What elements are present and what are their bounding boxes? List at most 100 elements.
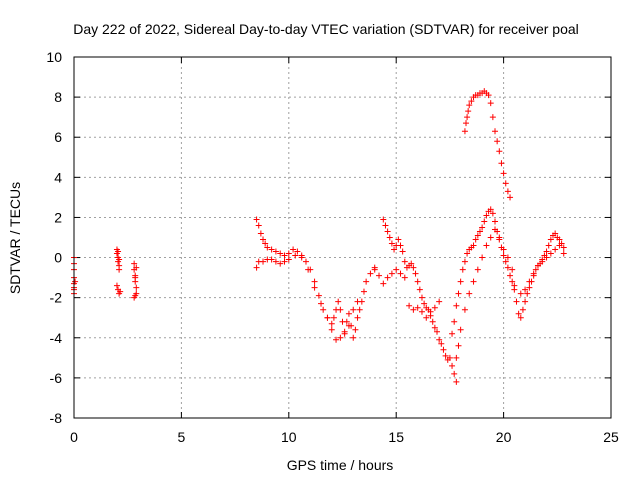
data-point: [485, 92, 492, 99]
data-point: [337, 306, 344, 313]
data-point: [468, 98, 475, 105]
data-point: [496, 234, 503, 241]
data-point: [434, 328, 441, 335]
data-point: [341, 330, 348, 337]
data-point: [354, 298, 361, 305]
data-point: [530, 270, 537, 277]
data-point: [489, 114, 496, 121]
data-point: [281, 258, 288, 265]
data-point: [414, 278, 421, 285]
data-point: [461, 258, 468, 265]
data-point: [292, 252, 299, 259]
data-point: [330, 314, 337, 321]
data-point: [324, 314, 331, 321]
data-point: [556, 236, 563, 243]
x-tick-label: 15: [388, 429, 404, 445]
data-point: [524, 290, 531, 297]
data-point: [539, 258, 546, 265]
data-point: [465, 108, 472, 115]
data-point: [455, 342, 462, 349]
data-point: [522, 298, 529, 305]
data-point: [328, 320, 335, 327]
data-point: [72, 278, 79, 285]
data-point: [277, 250, 284, 257]
y-tick-label: 2: [54, 209, 62, 225]
series-arc-upper-18.2-to-20.3h: [461, 88, 514, 201]
data-point: [414, 304, 421, 311]
data-point: [543, 254, 550, 261]
data-point: [517, 290, 524, 297]
y-axis-label: SDTVAR / TECUs: [7, 182, 23, 294]
data-point: [412, 270, 419, 277]
data-point: [470, 278, 477, 285]
data-point: [470, 242, 477, 249]
data-point: [290, 246, 297, 253]
data-point: [464, 250, 471, 257]
data-point: [320, 306, 327, 313]
data-point: [500, 170, 507, 177]
data-point: [479, 224, 486, 231]
data-point: [504, 254, 511, 261]
data-point: [116, 266, 123, 273]
data-point: [345, 310, 352, 317]
y-tick-label: -2: [50, 290, 63, 306]
data-point: [363, 278, 370, 285]
data-point: [302, 258, 309, 265]
data-point: [496, 148, 503, 155]
y-tick-label: 0: [54, 250, 62, 266]
x-tick-label: 5: [178, 429, 186, 445]
data-point: [113, 282, 120, 289]
data-point: [285, 250, 292, 257]
data-point: [408, 260, 415, 267]
data-point: [519, 306, 526, 313]
data-point: [367, 270, 374, 277]
data-point: [335, 298, 342, 305]
data-point: [401, 274, 408, 281]
data-point: [507, 194, 514, 201]
y-tick-label: 10: [46, 49, 62, 65]
data-point: [547, 236, 554, 243]
data-point: [416, 286, 423, 293]
data-point: [534, 262, 541, 269]
y-tick-label: 8: [54, 89, 62, 105]
data-point: [526, 278, 533, 285]
data-point: [545, 242, 552, 249]
data-point: [472, 236, 479, 243]
series-arc-8.5-lower: [253, 252, 361, 343]
data-point: [285, 256, 292, 263]
chart-title: Day 222 of 2022, Sidereal Day-to-day VTE…: [73, 21, 579, 37]
data-point: [487, 100, 494, 107]
x-tick-label: 0: [70, 429, 78, 445]
data-point: [268, 246, 275, 253]
data-point: [333, 336, 340, 343]
data-point: [438, 340, 445, 347]
data-point: [354, 314, 361, 321]
data-point: [133, 264, 140, 271]
data-point: [384, 228, 391, 235]
data-point: [479, 254, 486, 261]
data-point: [382, 222, 389, 229]
data-point: [418, 294, 425, 301]
data-point: [431, 304, 438, 311]
series-arc-18-lower: [453, 226, 516, 361]
data-point: [457, 278, 464, 285]
data-point: [487, 206, 494, 213]
series-arc-21-lower: [517, 242, 567, 297]
data-point: [318, 300, 325, 307]
data-point: [526, 284, 533, 291]
data-point: [360, 288, 367, 295]
data-point: [451, 370, 458, 377]
data-point: [388, 240, 395, 247]
data-point: [298, 254, 305, 261]
data-point: [453, 302, 460, 309]
data-point: [133, 284, 140, 291]
series-arc-15-side: [371, 264, 443, 321]
data-point: [440, 346, 447, 353]
data-point: [343, 318, 350, 325]
data-point: [116, 256, 123, 263]
series-arc-20.5-to-22.8h: [511, 230, 567, 321]
data-point: [391, 246, 398, 253]
data-point: [268, 256, 275, 263]
data-point: [406, 302, 413, 309]
data-point: [277, 260, 284, 267]
